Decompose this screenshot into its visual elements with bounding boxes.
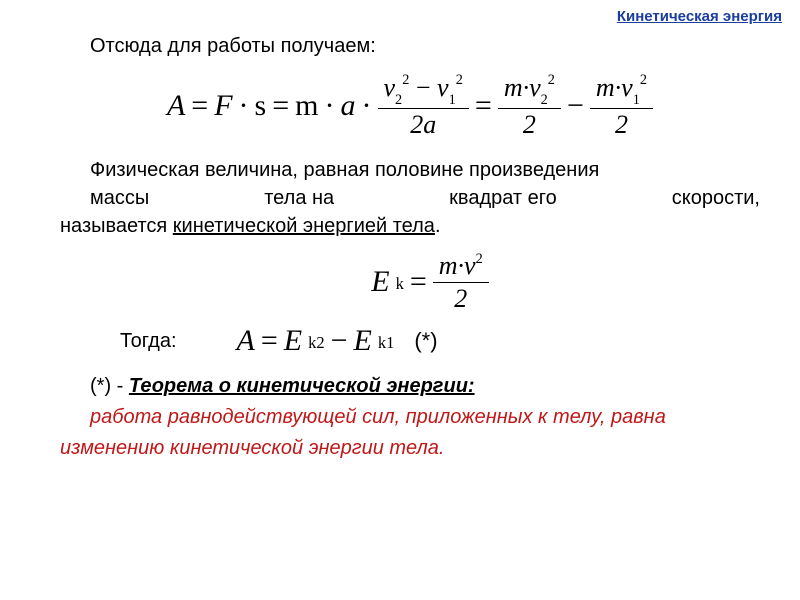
sym-dot: · (239, 89, 249, 123)
sym-eq2: = (272, 89, 289, 123)
def-l3b: кинетической энергией тела (173, 215, 435, 237)
frac-2: m·v22 2 (498, 74, 561, 138)
Ek-frac: m·v2 2 (433, 252, 489, 312)
v1-sup: 2 (456, 72, 463, 88)
sym-dot2: · (325, 89, 335, 123)
mv1: m·v (596, 73, 633, 102)
Ek2-E: E (284, 324, 302, 358)
def-l1: Физическая величина, равная половине про… (90, 159, 599, 181)
Ek1-sub: k1 (378, 333, 395, 353)
Ek-eq: = (410, 265, 427, 299)
sym-a: a (341, 89, 356, 123)
Ek-sup: 2 (476, 251, 483, 267)
v1-sub: 1 (449, 92, 456, 108)
v2-sub: 2 (395, 92, 402, 108)
sym-m: m (295, 89, 318, 123)
kinetic-energy-link[interactable]: Кинетическая энергия (617, 8, 782, 25)
theorem-prefix: (*) - (90, 375, 129, 397)
def-l2d: скорости, (642, 184, 760, 212)
Ek-k: k (396, 274, 404, 294)
frac-3: m·v12 2 (590, 74, 653, 138)
definition-para: Физическая величина, равная половине про… (60, 156, 760, 240)
intro-text: Отсюда для работы получаем: (60, 32, 760, 60)
def-l2a: массы (60, 184, 149, 212)
then-row: Тогда: A = Ek2 − Ek1 (*) (60, 324, 760, 358)
star-mark: (*) (414, 328, 437, 354)
mv1-sub: 1 (633, 92, 640, 108)
den-2c: 2 (609, 109, 634, 138)
A2: A (237, 324, 255, 358)
work-formula: A = F · s = m · a · v22 − v12 2a = m·v22 (60, 74, 760, 138)
ek-formula: Ek = m·v2 2 (60, 252, 760, 312)
def-period: . (435, 215, 441, 237)
frac-1: v22 − v12 2a (378, 74, 469, 138)
minus-2: − (567, 89, 584, 123)
Ek-E: E (371, 265, 389, 299)
theorem-title: Теорема о кинетической энергии: (129, 375, 475, 397)
def-l3a: называется (60, 215, 173, 237)
def-l2c: квадрат его (419, 184, 557, 212)
Ek2-sub: k2 (308, 333, 325, 353)
den-2b: 2 (517, 109, 542, 138)
sym-A: A (167, 89, 185, 123)
A2-eq: = (261, 324, 278, 358)
minus-1: − (416, 73, 431, 102)
Ek1-E: E (354, 324, 372, 358)
v1: v (437, 73, 449, 102)
A2-minus: − (331, 324, 348, 358)
slide-content: Отсюда для работы получаем: A = F · s = … (0, 0, 800, 484)
sym-s: s (255, 89, 267, 123)
then-label: Тогда: (120, 330, 177, 353)
sym-dot3: · (362, 89, 372, 123)
Ek-num: m·v (439, 251, 476, 280)
den-2a: 2a (404, 109, 442, 138)
Ek-den: 2 (448, 283, 473, 312)
sym-eq: = (191, 89, 208, 123)
def-l2b: тела на (234, 184, 334, 212)
mv2-sub: 2 (541, 92, 548, 108)
mv2: m·v (504, 73, 541, 102)
mv2-sup: 2 (548, 72, 555, 88)
theorem-block: (*) - Теорема о кинетической энергии: (60, 372, 760, 400)
sym-F: F (214, 89, 232, 123)
v2-sup: 2 (402, 72, 409, 88)
theorem-body: работа равнодействующей сил, приложенных… (60, 402, 760, 464)
mv1-sup: 2 (640, 72, 647, 88)
sym-eq3: = (475, 89, 492, 123)
v2: v (384, 73, 396, 102)
